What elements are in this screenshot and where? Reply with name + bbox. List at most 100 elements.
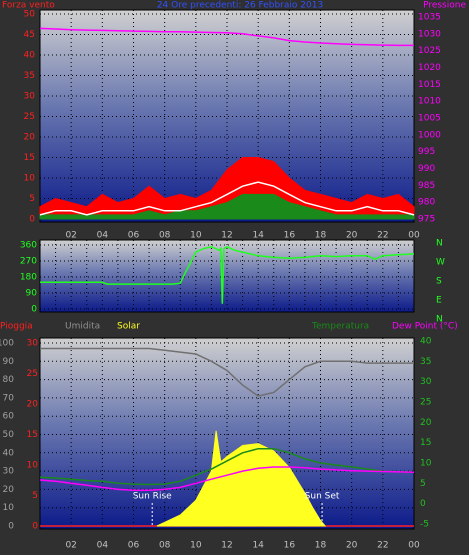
x-tick-label: 14 <box>252 231 264 241</box>
x-tick-label: 16 <box>284 541 296 551</box>
y2-axis-title: Pressione <box>423 1 466 11</box>
y2-tick-label: 1005 <box>418 114 441 124</box>
x-tick-label: 12 <box>221 541 232 551</box>
y-tick-label: 30 <box>24 92 36 102</box>
y-tick-label: 20 <box>3 485 15 495</box>
y2-tick-label: E <box>436 296 442 306</box>
y2-tick-label: 5 <box>420 479 426 489</box>
annotation: Sun Set <box>305 492 340 502</box>
y-tick-label: 50 <box>3 430 15 440</box>
y2-tick-label: 975 <box>418 215 435 225</box>
x-tick-label: 16 <box>284 231 296 241</box>
x-tick-label: 14 <box>252 541 264 551</box>
y2-tick-label: N <box>436 315 443 325</box>
y-tick-label: 15 <box>24 153 35 163</box>
y-tick-label: 25 <box>24 112 35 122</box>
y-tick-label: 90 <box>26 289 38 299</box>
y2-tick-label: 30 <box>420 377 432 387</box>
y-tick-label: 60 <box>3 412 15 422</box>
area <box>39 193 415 220</box>
y3-tick-label: 0 <box>32 522 38 532</box>
y-tick-label: 0 <box>29 215 35 225</box>
y2-tick-label: 20 <box>420 418 432 428</box>
y-tick-label: 45 <box>24 30 35 40</box>
legend-entry: Temperatura <box>311 322 369 332</box>
legend-entry: Pioggia <box>0 322 33 332</box>
y-tick-label: 270 <box>20 257 37 267</box>
y3-tick-label: 5 <box>32 491 38 501</box>
y-tick-label: 20 <box>24 133 36 143</box>
y-tick-label: 40 <box>3 448 15 458</box>
y-tick-label: 10 <box>3 503 15 513</box>
y2-tick-label: 985 <box>418 181 435 191</box>
x-tick-label: 18 <box>315 231 327 241</box>
y-tick-label: 10 <box>24 174 36 184</box>
y2-tick-label: 40 <box>420 337 432 347</box>
x-tick-label: 02 <box>65 541 76 551</box>
x-tick-label: 02 <box>65 231 76 241</box>
y3-tick-label: 30 <box>27 339 39 349</box>
y-tick-label: 40 <box>24 51 36 61</box>
area <box>156 430 327 527</box>
x-tick-label: 10 <box>190 231 202 241</box>
y-axis-title: Forza vento <box>2 1 55 11</box>
y-tick-label: 100 <box>0 339 14 349</box>
y2-tick-label: S <box>436 277 442 287</box>
line <box>40 245 415 304</box>
x-tick-label: 06 <box>128 231 140 241</box>
y2-tick-label: 35 <box>420 357 431 367</box>
line <box>39 181 415 216</box>
y2-tick-label: 10 <box>420 459 432 469</box>
y2-tick-label: 1015 <box>418 80 441 90</box>
y2-tick-label: 15 <box>420 438 431 448</box>
x-tick-label: 08 <box>159 541 171 551</box>
y-tick-label: 5 <box>29 194 35 204</box>
y-tick-label: 90 <box>3 357 15 367</box>
y-tick-label: 0 <box>31 305 37 315</box>
area <box>39 157 415 220</box>
x-tick-label: 00 <box>408 541 420 551</box>
x-tick-label: 18 <box>315 541 327 551</box>
y2-tick-label: -5 <box>420 520 429 530</box>
chart-title: 24 Ore precedenti: 26 Febbraio 2013 <box>157 1 323 11</box>
x-tick-label: 04 <box>97 541 109 551</box>
y-tick-label: 70 <box>3 393 15 403</box>
line <box>39 466 415 491</box>
y-tick-label: 180 <box>20 273 37 283</box>
y-tick-label: 360 <box>20 241 37 251</box>
y-tick-label: 80 <box>3 375 15 385</box>
y2-tick-label: W <box>436 258 445 268</box>
legend-entry: Solar <box>117 322 140 332</box>
x-tick-label: 08 <box>159 231 171 241</box>
y2-tick-label: 1035 <box>418 13 441 23</box>
y2-tick-label: 1025 <box>418 46 441 56</box>
line <box>39 447 415 486</box>
y2-tick-label: 995 <box>418 147 435 157</box>
y2-tick-label: 1000 <box>418 130 441 140</box>
y2-tick-label: 990 <box>418 164 435 174</box>
x-tick-label: 10 <box>190 541 202 551</box>
legend-entry: Umidita <box>65 322 100 332</box>
y-tick-label: 50 <box>24 10 36 20</box>
line <box>39 27 414 47</box>
y2-tick-label: 1030 <box>418 29 441 39</box>
y3-tick-label: 10 <box>27 461 39 471</box>
legend-entry: Dew Point (°C) <box>392 322 458 332</box>
x-tick-label: 20 <box>346 231 358 241</box>
x-tick-label: 06 <box>128 541 140 551</box>
y-tick-label: 35 <box>24 71 35 81</box>
y2-tick-label: 25 <box>420 398 431 408</box>
x-tick-label: 04 <box>97 231 109 241</box>
y-tick-label: 0 <box>8 522 14 532</box>
y2-tick-label: 980 <box>418 198 435 208</box>
annotation: Sun Rise <box>133 492 172 502</box>
y-tick-label: 30 <box>3 467 15 477</box>
y2-tick-label: N <box>436 239 443 249</box>
x-tick-label: 12 <box>221 231 232 241</box>
y2-tick-label: 0 <box>420 499 426 509</box>
line <box>40 347 414 397</box>
y2-tick-label: 1020 <box>418 63 441 73</box>
y3-tick-label: 20 <box>27 400 39 410</box>
x-tick-label: 00 <box>408 231 420 241</box>
